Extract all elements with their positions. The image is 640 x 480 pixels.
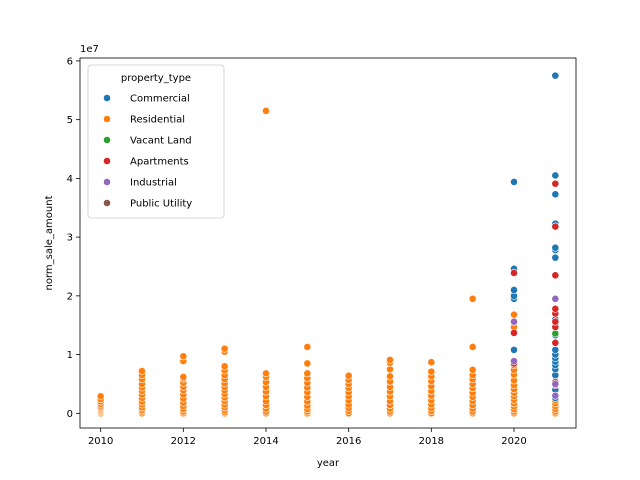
data-point: [510, 286, 518, 294]
y-tick-label: 6: [67, 56, 73, 67]
data-point: [551, 317, 560, 326]
y-axis: 0 1 2 3 4 5 6: [67, 56, 80, 420]
data-point: [386, 355, 394, 364]
x-axis: 2010 2012 2014 2016 2018 2020: [88, 428, 527, 447]
y-tick-label: 2: [67, 291, 73, 302]
data-point: [468, 294, 477, 303]
data-point: [303, 359, 312, 368]
legend-box: [87, 64, 225, 219]
data-point: [551, 391, 560, 400]
legend-marker: [103, 157, 111, 165]
legend-label: Commercial: [130, 94, 190, 105]
legend-marker: [103, 199, 111, 207]
legend-marker: [103, 136, 111, 144]
data-point: [468, 343, 477, 351]
data-point: [551, 380, 560, 388]
data-point: [427, 367, 436, 376]
data-point: [179, 352, 188, 361]
x-tick-label: 2012: [171, 436, 196, 447]
data-point: [551, 222, 560, 231]
y-scale-label: 1e7: [80, 44, 99, 55]
data-point: [468, 365, 477, 374]
data-point: [262, 106, 270, 115]
y-tick-label: 0: [67, 409, 73, 420]
data-point: [551, 71, 560, 80]
data-point: [510, 357, 518, 365]
data-point: [220, 362, 229, 371]
y-tick-label: 3: [67, 233, 73, 244]
data-point: [303, 369, 312, 378]
data-point: [510, 178, 518, 186]
data-point: [96, 392, 105, 401]
data-point: [138, 367, 146, 375]
data-point: [344, 371, 353, 380]
x-tick-label: 2010: [88, 436, 113, 447]
legend-label: Apartments: [130, 157, 189, 168]
data-point: [551, 294, 560, 303]
data-point: [551, 338, 560, 347]
data-point: [510, 310, 518, 319]
x-tick-label: 2016: [336, 436, 361, 447]
legend-label: Public Utility: [130, 199, 192, 210]
legend-marker: [103, 178, 111, 186]
y-tick-label: 1: [67, 350, 73, 361]
y-tick-label: 4: [67, 174, 73, 185]
x-tick-label: 2014: [253, 436, 278, 447]
y-axis-label: norm_sale_amount: [44, 195, 55, 290]
data-point: [179, 372, 188, 381]
legend: property_type Commercial Residential Vacan…: [87, 64, 225, 219]
legend-label: Residential: [130, 115, 185, 126]
data-point: [386, 372, 394, 381]
data-point: [551, 329, 560, 338]
legend-items: Commercial Residential Vacant Land Apartmen…: [103, 94, 192, 210]
data-point: [551, 253, 560, 262]
legend-marker: [103, 115, 111, 123]
x-tick-label: 2018: [419, 436, 444, 447]
data-point: [510, 345, 518, 354]
legend-marker: [103, 94, 111, 102]
data-point: [386, 365, 394, 374]
data-point: [551, 179, 560, 188]
data-point: [551, 271, 560, 280]
data-point: [551, 345, 560, 354]
legend-label: Industrial: [130, 178, 177, 189]
data-point: [551, 171, 560, 180]
data-point: [551, 190, 560, 199]
data-point: [303, 343, 312, 351]
data-point: [427, 358, 436, 367]
data-point: [262, 369, 270, 378]
data-point: [510, 317, 518, 326]
data-point: [510, 328, 518, 337]
y-tick-label: 5: [67, 115, 73, 126]
data-point: [510, 269, 518, 277]
plot-frame: [79, 57, 577, 429]
x-tick-label: 2020: [501, 436, 526, 447]
legend-label: Vacant Land: [130, 136, 192, 147]
points-layer: [96, 71, 560, 418]
data-point: [551, 243, 560, 252]
data-point: [551, 304, 560, 313]
data-point: [220, 344, 229, 353]
legend-title: property_type: [121, 73, 191, 84]
x-axis-label: year: [317, 458, 340, 469]
